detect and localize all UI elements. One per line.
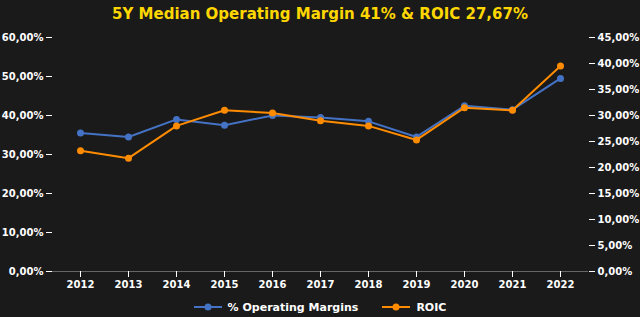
svg-text:2019: 2019 bbox=[403, 279, 431, 290]
svg-text:35,00%: 35,00% bbox=[598, 84, 640, 95]
svg-text:30,00%: 30,00% bbox=[2, 149, 44, 160]
svg-text:2012: 2012 bbox=[67, 279, 95, 290]
svg-text:15,00%: 15,00% bbox=[598, 188, 640, 199]
svg-text:10,00%: 10,00% bbox=[2, 227, 44, 238]
svg-text:2015: 2015 bbox=[211, 279, 239, 290]
svg-text:0,00%: 0,00% bbox=[598, 266, 633, 277]
svg-text:25,00%: 25,00% bbox=[598, 136, 640, 147]
svg-text:2022: 2022 bbox=[547, 279, 575, 290]
svg-text:20,00%: 20,00% bbox=[598, 162, 640, 173]
svg-text:50,00%: 50,00% bbox=[2, 71, 44, 82]
html-text:5Y Median Operating Margin 41%: 5Y Median Operating Margin 41% & ROIC 27… bbox=[112, 5, 528, 23]
svg-text:20,00%: 20,00% bbox=[2, 188, 44, 199]
svg-text:5,00%: 5,00% bbox=[598, 240, 633, 251]
svg-text:40,00%: 40,00% bbox=[598, 58, 640, 69]
svg-text:2018: 2018 bbox=[355, 279, 383, 290]
html-text:% Operating Margins: % Operating Margins bbox=[227, 300, 359, 314]
svg-text:2017: 2017 bbox=[307, 279, 335, 290]
svg-text:2021: 2021 bbox=[499, 279, 527, 290]
svg-text:2013: 2013 bbox=[115, 279, 143, 290]
svg-text:40,00%: 40,00% bbox=[2, 110, 44, 121]
svg-text:45,00%: 45,00% bbox=[598, 32, 640, 43]
svg-text:0,00%: 0,00% bbox=[9, 266, 44, 277]
svg-text:30,00%: 30,00% bbox=[598, 110, 640, 121]
svg-text:10,00%: 10,00% bbox=[598, 214, 640, 225]
svg-text:60,00%: 60,00% bbox=[2, 32, 44, 43]
svg-text:2014: 2014 bbox=[163, 279, 191, 290]
svg-text:2016: 2016 bbox=[259, 279, 287, 290]
svg-text:2020: 2020 bbox=[451, 279, 479, 290]
html-text:ROIC: ROIC bbox=[416, 300, 447, 314]
